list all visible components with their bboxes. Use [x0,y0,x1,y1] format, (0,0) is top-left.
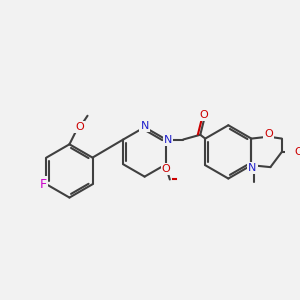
Text: N: N [140,121,149,131]
Text: N: N [248,163,256,173]
Text: F: F [40,178,47,191]
Text: O: O [264,129,273,139]
Text: N: N [164,134,172,145]
Text: O: O [295,147,300,157]
Text: O: O [200,110,208,120]
Text: O: O [76,122,84,132]
Text: O: O [162,164,170,174]
